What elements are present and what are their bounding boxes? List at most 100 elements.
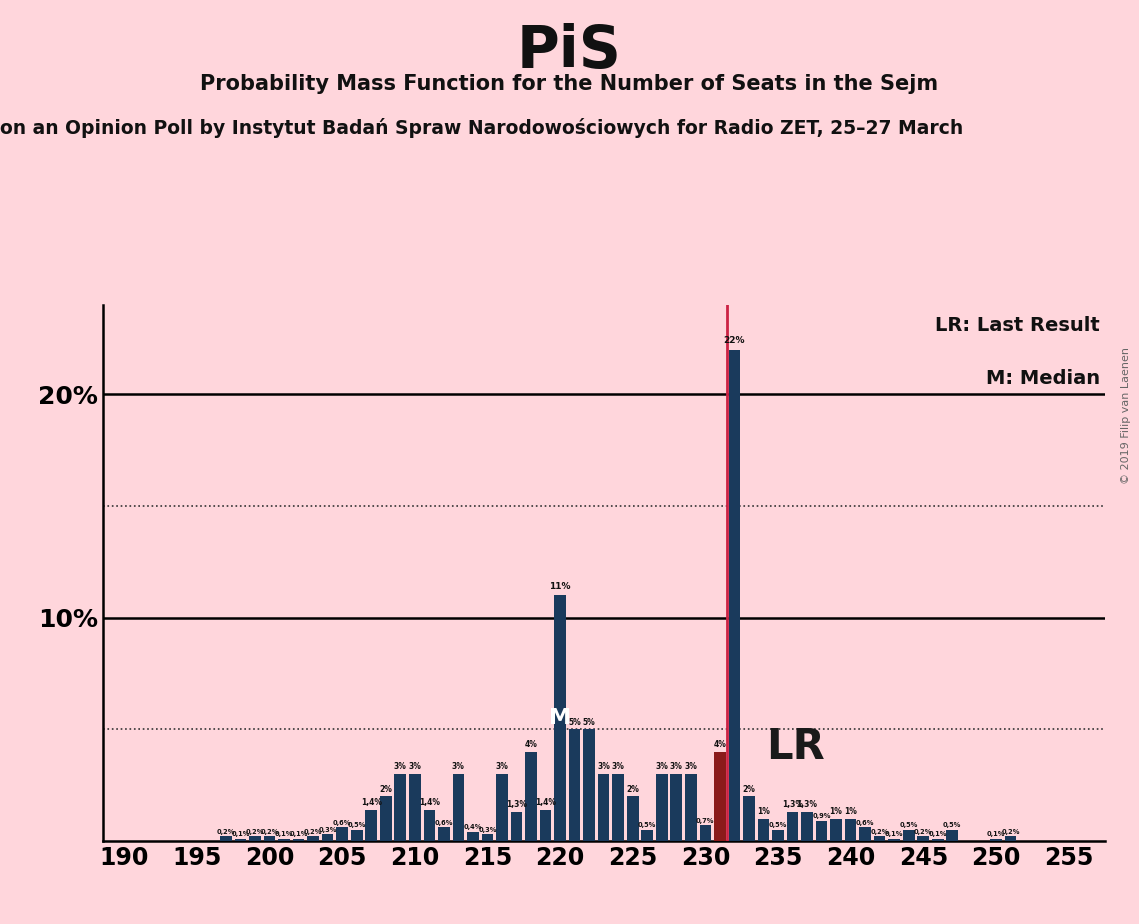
Bar bbox=[424, 809, 435, 841]
Bar bbox=[510, 812, 523, 841]
Text: 2%: 2% bbox=[626, 784, 639, 794]
Text: 0,2%: 0,2% bbox=[870, 829, 888, 834]
Bar bbox=[497, 774, 508, 841]
Bar bbox=[801, 812, 813, 841]
Bar bbox=[757, 819, 769, 841]
Text: 0,9%: 0,9% bbox=[812, 813, 830, 820]
Text: 3%: 3% bbox=[409, 762, 421, 772]
Bar bbox=[699, 825, 711, 841]
Text: 0,7%: 0,7% bbox=[696, 818, 714, 823]
Text: 3%: 3% bbox=[597, 762, 611, 772]
Text: 0,1%: 0,1% bbox=[231, 831, 249, 837]
Text: 0,2%: 0,2% bbox=[216, 829, 236, 834]
Text: 0,1%: 0,1% bbox=[986, 831, 1005, 837]
Text: 22%: 22% bbox=[723, 336, 745, 346]
Bar bbox=[439, 828, 450, 841]
Text: 0,6%: 0,6% bbox=[855, 820, 875, 826]
Text: 0,1%: 0,1% bbox=[885, 831, 903, 837]
Bar bbox=[308, 836, 319, 841]
Text: 0,4%: 0,4% bbox=[464, 824, 482, 831]
Bar bbox=[598, 774, 609, 841]
Text: 1,4%: 1,4% bbox=[361, 798, 382, 807]
Bar bbox=[947, 830, 958, 841]
Text: 0,2%: 0,2% bbox=[1001, 829, 1019, 834]
Text: 3%: 3% bbox=[670, 762, 682, 772]
Bar bbox=[380, 796, 392, 841]
Bar bbox=[816, 821, 827, 841]
Text: 0,6%: 0,6% bbox=[435, 820, 453, 826]
Text: 0,1%: 0,1% bbox=[274, 831, 294, 837]
Bar bbox=[540, 809, 551, 841]
Bar bbox=[917, 836, 929, 841]
Text: 0,5%: 0,5% bbox=[943, 822, 961, 828]
Text: 4%: 4% bbox=[713, 740, 727, 748]
Bar bbox=[409, 774, 420, 841]
Bar bbox=[859, 828, 871, 841]
Text: LR: Last Result: LR: Last Result bbox=[935, 316, 1100, 334]
Text: 2%: 2% bbox=[379, 784, 392, 794]
Text: 0,2%: 0,2% bbox=[304, 829, 322, 834]
Bar bbox=[787, 812, 798, 841]
Text: Probability Mass Function for the Number of Seats in the Sejm: Probability Mass Function for the Number… bbox=[200, 74, 939, 94]
Text: 1,4%: 1,4% bbox=[419, 798, 440, 807]
Text: 3%: 3% bbox=[612, 762, 624, 772]
Text: 2%: 2% bbox=[743, 784, 755, 794]
Bar bbox=[714, 751, 726, 841]
Bar bbox=[743, 796, 755, 841]
Text: 0,2%: 0,2% bbox=[261, 829, 279, 834]
Text: 1,4%: 1,4% bbox=[535, 798, 556, 807]
Bar bbox=[613, 774, 624, 841]
Text: 0,1%: 0,1% bbox=[928, 831, 947, 837]
Text: 0,6%: 0,6% bbox=[333, 820, 352, 826]
Text: 0,1%: 0,1% bbox=[289, 831, 308, 837]
Text: 5%: 5% bbox=[583, 718, 596, 726]
Bar bbox=[685, 774, 697, 841]
Bar bbox=[845, 819, 857, 841]
Text: 1,3%: 1,3% bbox=[506, 800, 527, 809]
Bar bbox=[888, 839, 900, 841]
Text: 0,3%: 0,3% bbox=[478, 827, 497, 833]
Text: 3%: 3% bbox=[452, 762, 465, 772]
Text: 0,2%: 0,2% bbox=[913, 829, 933, 834]
Text: 3%: 3% bbox=[655, 762, 669, 772]
Bar bbox=[394, 774, 407, 841]
Text: 3%: 3% bbox=[495, 762, 508, 772]
Bar bbox=[990, 839, 1001, 841]
Bar bbox=[220, 836, 232, 841]
Bar bbox=[874, 836, 885, 841]
Bar bbox=[568, 729, 581, 841]
Bar bbox=[729, 349, 740, 841]
Bar bbox=[366, 809, 377, 841]
Bar bbox=[293, 839, 304, 841]
Bar bbox=[336, 828, 349, 841]
Bar bbox=[671, 774, 682, 841]
Bar bbox=[932, 839, 943, 841]
Text: PiS: PiS bbox=[517, 23, 622, 80]
Bar bbox=[235, 839, 246, 841]
Text: 1%: 1% bbox=[844, 807, 857, 816]
Bar bbox=[467, 832, 478, 841]
Bar bbox=[772, 830, 784, 841]
Text: 1,3%: 1,3% bbox=[796, 800, 818, 809]
Text: 0,2%: 0,2% bbox=[246, 829, 264, 834]
Text: on an Opinion Poll by Instytut Badań Spraw Narodowościowych for Radio ZET, 25–27: on an Opinion Poll by Instytut Badań Spr… bbox=[0, 118, 964, 139]
Bar bbox=[525, 751, 536, 841]
Text: 4%: 4% bbox=[525, 740, 538, 748]
Text: 5%: 5% bbox=[568, 718, 581, 726]
Bar bbox=[626, 796, 639, 841]
Text: 0,5%: 0,5% bbox=[769, 822, 787, 828]
Bar bbox=[452, 774, 465, 841]
Text: 0,5%: 0,5% bbox=[900, 822, 918, 828]
Bar bbox=[249, 836, 261, 841]
Text: 1%: 1% bbox=[757, 807, 770, 816]
Bar bbox=[903, 830, 915, 841]
Text: 0,5%: 0,5% bbox=[638, 822, 656, 828]
Text: 1%: 1% bbox=[829, 807, 843, 816]
Text: 0,3%: 0,3% bbox=[319, 827, 337, 833]
Text: M: M bbox=[549, 708, 571, 728]
Bar bbox=[1005, 836, 1016, 841]
Text: M: Median: M: Median bbox=[985, 370, 1100, 388]
Text: 11%: 11% bbox=[549, 582, 571, 590]
Bar bbox=[482, 834, 493, 841]
Bar bbox=[583, 729, 595, 841]
